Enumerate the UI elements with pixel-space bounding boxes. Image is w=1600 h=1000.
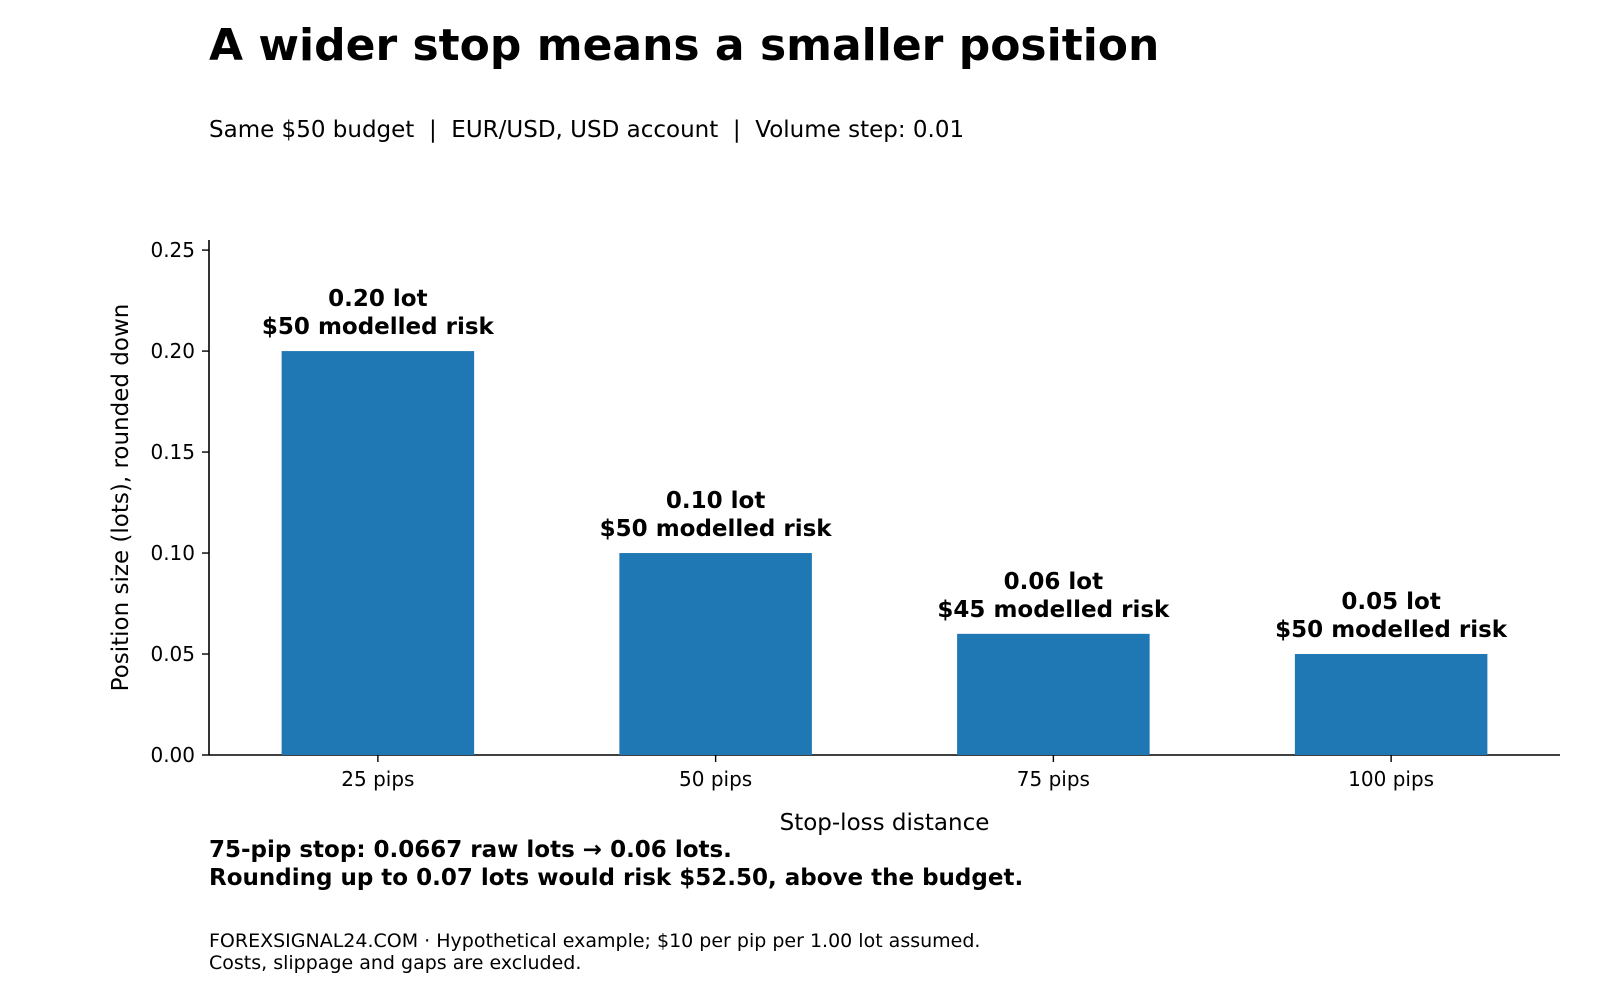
bar-size-label: 0.06 lot (1004, 569, 1103, 595)
chart-title: A wider stop means a smaller position (209, 20, 1160, 71)
bar-size-label: 0.20 lot (328, 286, 427, 312)
y-tick-label: 0.10 (150, 541, 195, 565)
x-tick-label: 25 pips (341, 767, 414, 791)
x-tick-label: 50 pips (679, 767, 752, 791)
rounding-note: 75-pip stop: 0.0667 raw lots → 0.06 lots… (209, 836, 1023, 892)
chart-subtitle: Same $50 budget | EUR/USD, USD account |… (209, 117, 965, 143)
footer: FOREXSIGNAL24.COM · Hypothetical example… (209, 930, 980, 974)
bar-size-label: 0.05 lot (1341, 589, 1440, 615)
x-axis-label: Stop-loss distance (780, 810, 990, 836)
footer-line-1: FOREXSIGNAL24.COM · Hypothetical example… (209, 930, 981, 952)
bar-risk-label: $50 modelled risk (1275, 617, 1508, 643)
footer-line-2: Costs, slippage and gaps are excluded. (209, 952, 582, 974)
y-tick-label: 0.25 (150, 238, 195, 262)
bar (281, 351, 475, 755)
x-tick-label: 75 pips (1017, 767, 1090, 791)
rounding-note-line-1: 75-pip stop: 0.0667 raw lots → 0.06 lots… (209, 837, 732, 863)
bar-risk-label: $45 modelled risk (937, 597, 1170, 623)
bar (957, 633, 1150, 755)
bar (619, 553, 812, 755)
bar (1294, 654, 1488, 755)
rounding-note-line-2: Rounding up to 0.07 lots would risk $52.… (209, 865, 1024, 891)
y-axis-label: Position size (lots), rounded down (108, 304, 134, 692)
y-tick-label: 0.15 (150, 440, 195, 464)
bars (281, 351, 1488, 755)
y-tick-label: 0.20 (150, 339, 195, 363)
y-tick-label: 0.00 (150, 743, 195, 767)
y-tick-label: 0.05 (150, 642, 195, 666)
bar-size-label: 0.10 lot (666, 488, 765, 514)
bar-risk-label: $50 modelled risk (600, 516, 833, 542)
y-axis: 0.00 0.05 0.10 0.15 0.20 0.25 (150, 238, 210, 767)
bar-risk-label: $50 modelled risk (262, 314, 495, 340)
x-tick-label: 100 pips (1348, 767, 1434, 791)
x-axis: 25 pips 50 pips 75 pips 100 pips (209, 754, 1560, 791)
